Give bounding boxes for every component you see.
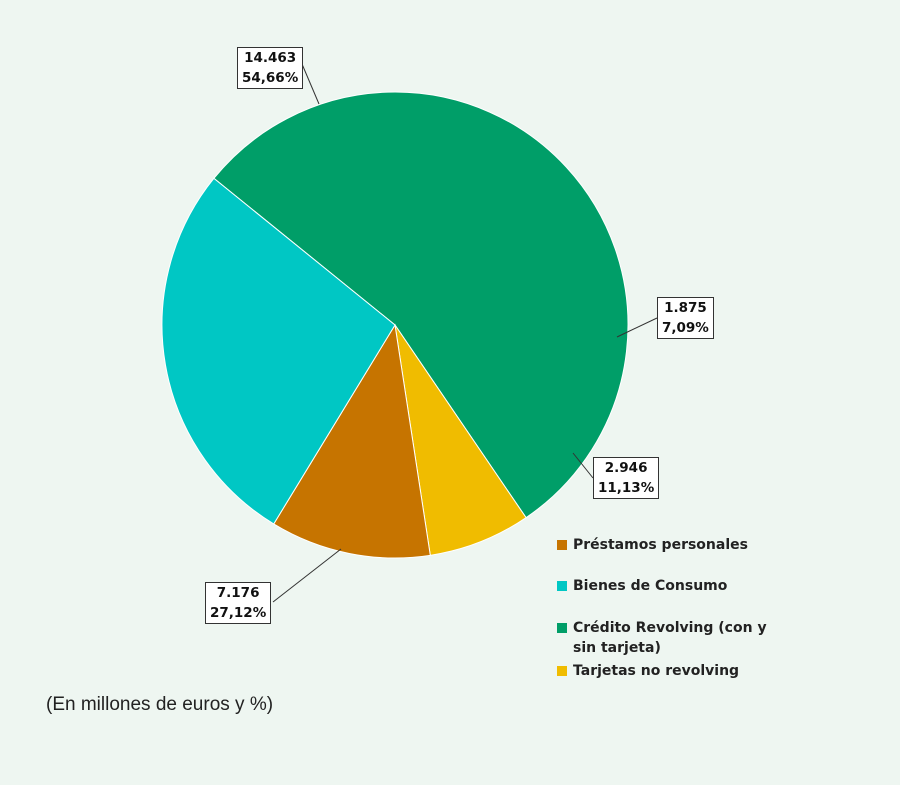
data-label-percent: 7,09%	[662, 320, 709, 336]
data-label-percent: 11,13%	[598, 480, 655, 496]
leader-line-bienes-de-consumo	[272, 548, 342, 603]
pie-slice-bienes-de-consumo	[161, 177, 396, 525]
leader-line-prestamos-personales	[572, 452, 594, 479]
data-label-value: 7.176	[216, 585, 260, 601]
legend-item-tarjetas-no-revolving: Tarjetas no revolving	[557, 661, 793, 681]
units-note: (En millones de euros y %)	[46, 694, 274, 715]
data-label-prestamos-personales: 2.946 11,13%	[593, 457, 660, 499]
data-label-percent: 27,12%	[210, 605, 267, 621]
pie-slice-prestamos-personales	[273, 323, 431, 559]
data-label-percent: 54,66%	[242, 70, 299, 86]
data-label-value: 1.875	[664, 300, 707, 316]
legend-swatch	[557, 581, 567, 591]
data-label-bienes-de-consumo: 7.176 27,12%	[205, 582, 272, 624]
legend-label: Tarjetas no revolving	[573, 663, 740, 679]
legend-swatch	[557, 540, 567, 550]
legend-label: Bienes de Consumo	[573, 578, 728, 594]
data-label-credito-revolving-con-y-sin-tarjeta: 14.463 54,66%	[237, 47, 304, 89]
data-label-value: 14.463	[244, 50, 297, 66]
pie-slice-tarjetas-no-revolving	[394, 324, 527, 556]
data-label-value: 2.946	[604, 460, 648, 476]
legend-label: Crédito Revolving (con y sin tarjeta)	[573, 620, 767, 656]
legend-item-prestamos-personales: Préstamos personales	[557, 535, 793, 555]
legend-swatch	[557, 623, 567, 633]
leader-line-credito-revolving-con-y-sin-tarjeta	[301, 63, 320, 105]
pie-slice-credito-revolving-con-y-sin-tarjeta	[213, 91, 629, 519]
legend-item-bienes-de-consumo: Bienes de Consumo	[557, 576, 793, 596]
legend-swatch	[557, 666, 567, 676]
legend-label: Préstamos personales	[573, 537, 748, 553]
leader-line-tarjetas-no-revolving	[616, 317, 658, 338]
data-label-tarjetas-no-revolving: 1.875 7,09%	[657, 297, 714, 339]
legend-item-credito-revolving-con-y-sin-tarjeta: Crédito Revolving (con y sin tarjeta)	[557, 618, 793, 658]
